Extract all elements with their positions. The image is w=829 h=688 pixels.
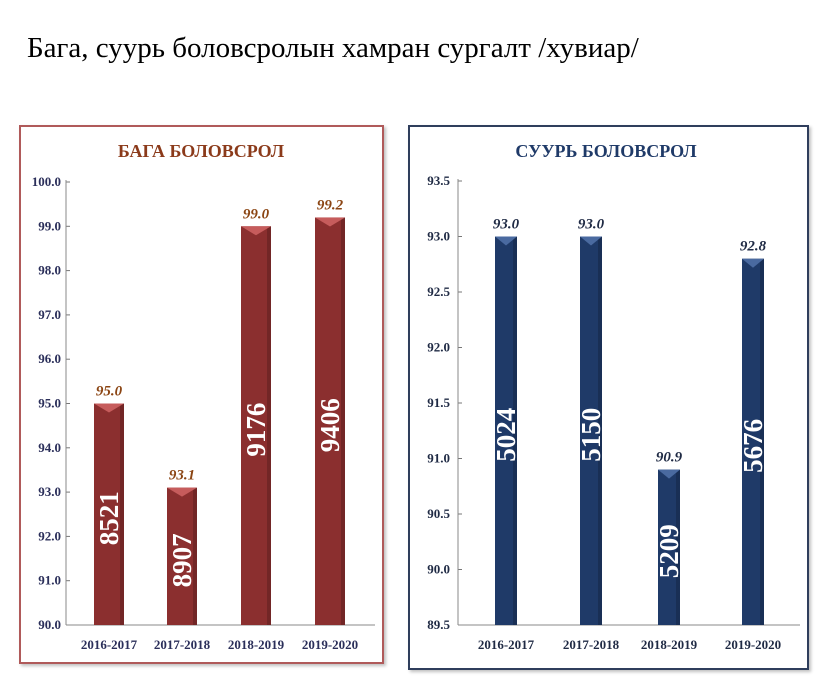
primary-bar-top-cap <box>315 217 345 227</box>
primary-education-chart-panel: БАГА БОЛОВСРОЛ 90.0 91.0 92.0 93.0 94.0 95.0 96… <box>19 125 384 664</box>
basic-education-chart-panel: СУУРЬ БОЛОВСРОЛ 89.5 90.0 90.5 91.0 91.5 92.0 9… <box>408 125 809 670</box>
primary-bar-count-label: 8521 <box>94 491 124 545</box>
primary-value-label: 95.0 <box>96 384 123 400</box>
primary-category-label: 2018-2019 <box>228 637 285 652</box>
page-title: Бага, суурь боловсролын хамран сургалт /… <box>27 32 639 64</box>
primary-bar <box>167 487 197 625</box>
primary-bar-shade <box>193 487 197 625</box>
primary-category-label: 2019-2020 <box>302 637 358 652</box>
primary-y-tick-label: 93.0 <box>38 484 61 499</box>
primary-value-label: 99.0 <box>243 206 270 222</box>
basic-value-label: 93.0 <box>578 217 605 233</box>
basic-bar-count-label: 5024 <box>491 408 521 462</box>
basic-category-label: 2018-2019 <box>641 637 698 652</box>
basic-y-tick-label: 89.5 <box>427 617 450 632</box>
primary-y-tick-label: 94.0 <box>38 440 61 455</box>
basic-category-label: 2019-2020 <box>725 637 781 652</box>
primary-bar-shade <box>120 403 124 625</box>
primary-bar-top-cap <box>167 487 197 497</box>
primary-bar-count-label: 9176 <box>241 403 271 457</box>
primary-y-tick-label: 98.0 <box>38 263 61 278</box>
basic-bar <box>580 236 602 625</box>
primary-bar <box>315 217 345 625</box>
primary-chart-title: БАГА БОЛОВСРОЛ <box>118 141 285 161</box>
basic-bar-top-cap <box>742 258 764 268</box>
primary-bar-shade <box>267 226 271 626</box>
primary-category-label: 2017-2018 <box>154 637 211 652</box>
basic-bar <box>658 469 680 625</box>
basic-y-tick-label: 92.5 <box>427 284 450 299</box>
primary-value-label: 99.2 <box>317 197 344 213</box>
basic-value-label: 92.8 <box>740 239 767 255</box>
basic-bar-top-cap <box>495 236 517 246</box>
basic-bar-shade <box>760 258 764 625</box>
basic-bar-count-label: 5676 <box>738 419 768 473</box>
primary-y-tick-label: 90.0 <box>38 617 61 632</box>
basic-category-label: 2016-2017 <box>478 637 535 652</box>
basic-bar-count-label: 5150 <box>576 408 606 462</box>
primary-bar <box>241 226 271 626</box>
basic-bar-top-cap <box>580 236 602 246</box>
basic-chart-title: СУУРЬ БОЛОВСРОЛ <box>515 141 697 161</box>
primary-bar-count-label: 8907 <box>167 533 197 587</box>
basic-y-tick-label: 90.0 <box>427 562 450 577</box>
primary-category-label: 2016-2017 <box>81 637 138 652</box>
basic-bar-count-label: 5209 <box>654 524 684 578</box>
primary-bar-top-cap <box>241 226 271 236</box>
primary-y-tick-label: 97.0 <box>38 307 61 322</box>
basic-bar-top-cap <box>658 469 680 479</box>
primary-value-label: 93.1 <box>169 468 195 484</box>
primary-y-tick-label: 100.0 <box>32 174 61 189</box>
basic-y-tick-label: 92.0 <box>427 340 450 355</box>
primary-education-chart: БАГА БОЛОВСРОЛ 90.0 91.0 92.0 93.0 94.0 95.0 96… <box>32 141 375 652</box>
basic-education-chart: СУУРЬ БОЛОВСРОЛ 89.5 90.0 90.5 91.0 91.5 92.0 9… <box>427 141 800 652</box>
primary-y-tick-label: 95.0 <box>38 396 61 411</box>
primary-y-tick-label: 96.0 <box>38 351 61 366</box>
basic-y-tick-label: 93.0 <box>427 229 450 244</box>
basic-bar <box>742 258 764 625</box>
basic-y-tick-label: 90.5 <box>427 506 450 521</box>
basic-value-label: 90.9 <box>656 450 683 466</box>
primary-bar-shade <box>341 217 345 625</box>
primary-bar-top-cap <box>94 403 124 413</box>
basic-category-label: 2017-2018 <box>563 637 620 652</box>
basic-y-tick-label: 91.0 <box>427 451 450 466</box>
primary-y-tick-label: 91.0 <box>38 573 61 588</box>
primary-bar <box>94 403 124 625</box>
basic-bar-shade <box>513 236 517 625</box>
basic-value-label: 93.0 <box>493 217 520 233</box>
basic-y-tick-label: 91.5 <box>427 395 450 410</box>
primary-y-tick-label: 92.0 <box>38 528 61 543</box>
primary-y-tick-label: 99.0 <box>38 218 61 233</box>
basic-bar-shade <box>598 236 602 625</box>
basic-bar-shade <box>676 469 680 625</box>
basic-y-tick-label: 93.5 <box>427 173 450 188</box>
primary-bar-count-label: 9406 <box>315 398 345 452</box>
basic-bar <box>495 236 517 625</box>
